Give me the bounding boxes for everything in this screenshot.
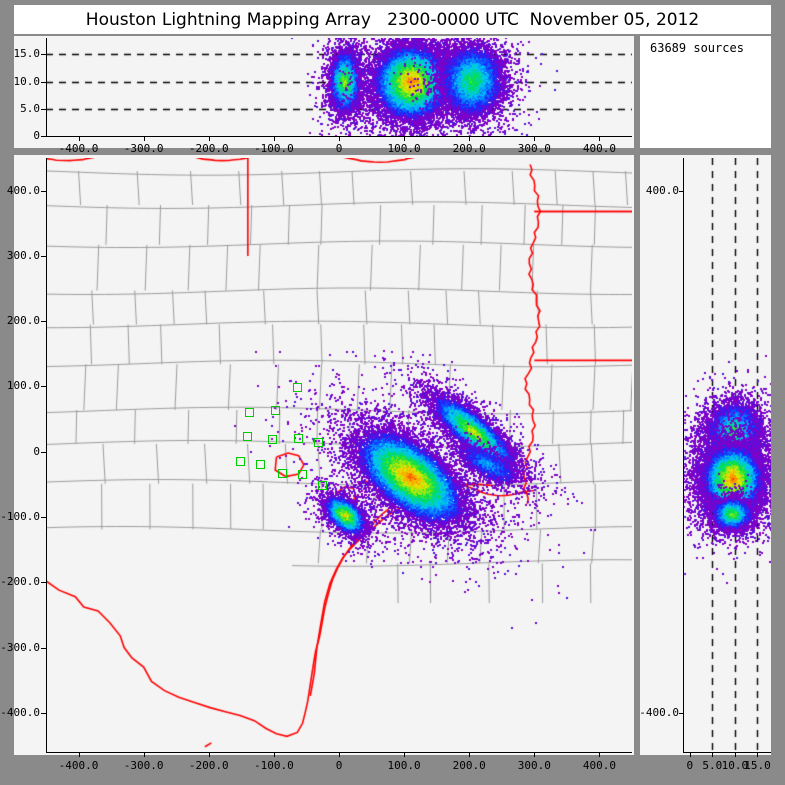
map-x-tick-label: -400.0 <box>58 759 99 772</box>
lma-station-marker[interactable] <box>242 432 252 442</box>
top-y-tick-label: 10.0 <box>13 74 41 88</box>
top-x-tick <box>534 136 536 141</box>
top-y-tick-label: 5.0 <box>20 101 40 115</box>
map-x-tick <box>339 752 340 757</box>
map-x-tick <box>534 752 536 757</box>
map-y-tick-label: 100.0 <box>6 379 40 393</box>
map-y-tick <box>41 582 46 584</box>
lma-station-marker[interactable] <box>292 383 302 393</box>
plan-view-plot <box>46 158 632 752</box>
lma-station-marker[interactable] <box>271 406 281 416</box>
map-y-tick <box>41 647 46 649</box>
top-x-tick <box>404 136 406 141</box>
right-x-tick <box>734 752 736 757</box>
map-y-tick <box>41 321 46 323</box>
lma-station-marker[interactable] <box>255 459 265 469</box>
top-y-tick <box>41 108 46 110</box>
top-x-tick <box>273 136 275 141</box>
map-y-tick <box>41 451 46 453</box>
map-x-tick-label: 100.0 <box>387 759 421 772</box>
right-y-tick-label: 400.0 <box>645 183 679 197</box>
map-y-tick <box>41 517 46 518</box>
map-x-tick <box>143 752 145 757</box>
lma-station-marker[interactable] <box>297 470 307 480</box>
top-x-tick-label: -300.0 <box>123 142 164 155</box>
right-y-tick <box>679 712 683 714</box>
map-y-tick-label: -200.0 <box>0 575 40 589</box>
altitude-vs-east-plot <box>46 38 632 136</box>
map-x-tick <box>404 752 406 757</box>
map-x-tick <box>599 752 601 757</box>
map-x-tick-label: -200.0 <box>188 759 229 772</box>
map-x-tick <box>469 752 471 757</box>
map-x-tick-label: -300.0 <box>123 759 164 772</box>
sources-count-label: 63689 sources <box>650 41 744 55</box>
map-y-axis <box>46 158 47 752</box>
page-title: Houston Lightning Mapping Array 2300-000… <box>85 9 700 30</box>
right-x-tick-label: 0 <box>686 759 694 772</box>
lma-station-marker[interactable] <box>267 434 277 444</box>
map-y-tick <box>41 190 46 192</box>
map-x-tick <box>78 752 80 757</box>
top-x-tick-label: 0 <box>335 142 343 155</box>
right-x-tick <box>712 752 714 757</box>
top-x-tick <box>339 136 340 141</box>
map-y-tick-label: 300.0 <box>6 248 40 262</box>
lma-station-marker[interactable] <box>245 407 255 417</box>
top-x-tick <box>469 136 471 141</box>
map-x-tick-label: -100.0 <box>254 759 294 772</box>
map-x-tick-label: 0 <box>335 759 343 772</box>
right-x-tick <box>689 752 691 757</box>
top-x-tick-label: 300.0 <box>517 142 551 155</box>
right-x-tick-label: 15.0 <box>744 759 771 772</box>
top-y-tick-label: 0 <box>33 129 40 142</box>
right-x-tick-label: 5.0 <box>702 759 723 772</box>
map-y-tick-label: 400.0 <box>6 183 40 197</box>
top-y-tick <box>41 136 46 137</box>
top-y-axis <box>46 38 47 136</box>
lma-station-marker[interactable] <box>278 468 287 478</box>
map-x-tick-label: 400.0 <box>582 759 616 772</box>
lma-station-marker[interactable] <box>314 437 324 447</box>
map-y-tick-label: -400.0 <box>0 705 40 719</box>
title-bar: Houston Lightning Mapping Array 2300-000… <box>14 5 771 34</box>
sources-box <box>640 36 771 148</box>
top-x-tick <box>208 136 210 141</box>
top-x-tick <box>599 136 601 141</box>
map-y-tick-label: 200.0 <box>6 314 40 328</box>
map-y-tick-label: 0 <box>33 444 40 458</box>
altitude-vs-north-plot <box>683 158 771 752</box>
map-y-tick <box>41 386 46 388</box>
top-x-tick-label: -200.0 <box>188 142 229 155</box>
top-x-tick-label: -100.0 <box>254 142 294 155</box>
top-x-tick <box>78 136 80 141</box>
map-x-tick <box>208 752 210 757</box>
map-y-tick-label: -100.0 <box>0 510 40 523</box>
map-y-tick-label: -300.0 <box>0 640 40 654</box>
right-x-tick <box>757 752 759 757</box>
right-y-tick-label: -400.0 <box>639 705 679 719</box>
top-x-tick-label: -400.0 <box>58 142 99 155</box>
map-y-tick <box>41 255 46 257</box>
top-x-tick <box>143 136 145 141</box>
right-x-axis <box>683 752 771 753</box>
right-x-tick-label: 10.0 <box>721 759 749 772</box>
top-y-tick <box>41 54 46 56</box>
right-y-tick <box>679 190 683 192</box>
map-x-tick-label: 300.0 <box>517 759 551 772</box>
top-x-tick-label: 100.0 <box>387 142 421 155</box>
right-y-axis <box>683 158 684 752</box>
top-x-tick-label: 400.0 <box>582 142 616 155</box>
map-x-tick <box>273 752 275 757</box>
top-x-tick-label: 200.0 <box>452 142 486 155</box>
lma-station-marker[interactable] <box>293 433 303 443</box>
lma-station-marker[interactable] <box>236 457 246 467</box>
map-y-tick <box>41 712 46 714</box>
top-y-tick <box>41 81 46 83</box>
map-x-tick-label: 200.0 <box>452 759 486 772</box>
lma-station-marker[interactable] <box>318 480 328 490</box>
top-y-tick-label: 15.0 <box>13 47 41 61</box>
